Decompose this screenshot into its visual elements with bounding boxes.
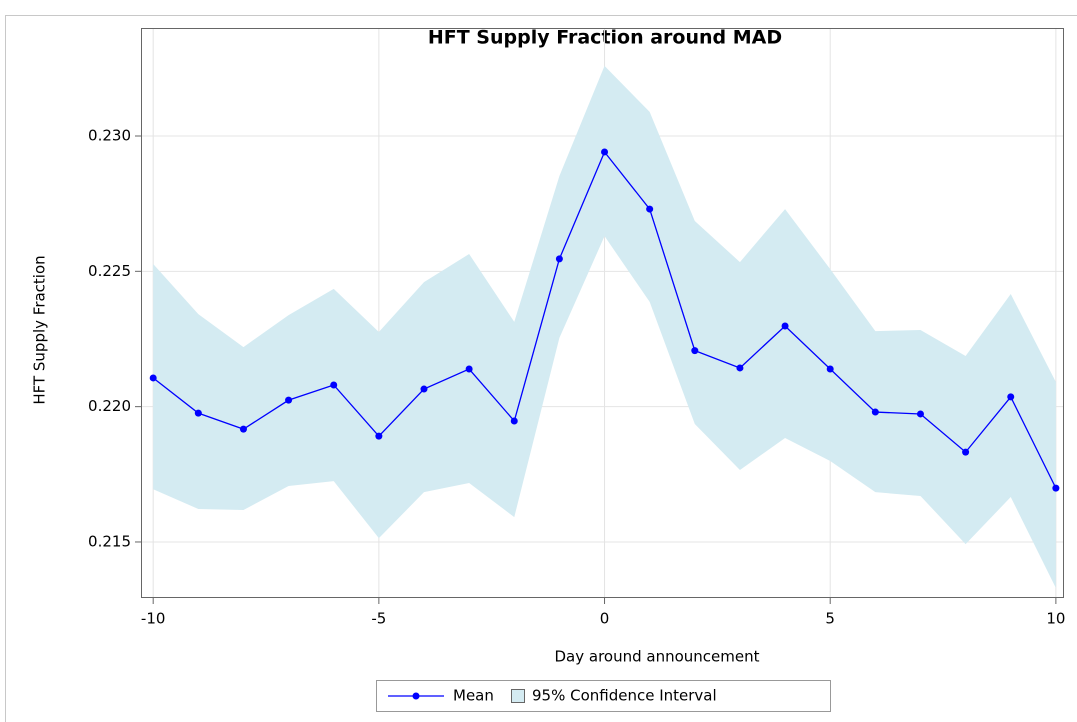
mean-point bbox=[1052, 484, 1060, 492]
mean-point bbox=[375, 432, 383, 440]
y-tick-label: 0.220 bbox=[88, 397, 131, 415]
legend-label: Mean bbox=[453, 687, 494, 705]
mean-point bbox=[826, 365, 834, 373]
legend-label: 95% Confidence Interval bbox=[532, 687, 717, 705]
confidence-band bbox=[153, 65, 1056, 588]
mean-point bbox=[555, 255, 563, 263]
y-tick-label: 0.230 bbox=[88, 126, 131, 144]
mean-point bbox=[736, 364, 744, 372]
mean-point bbox=[871, 408, 879, 416]
x-tick-label: 5 bbox=[825, 610, 835, 628]
x-tick-label: -5 bbox=[371, 610, 386, 628]
y-axis-label: HFT Supply Fraction bbox=[31, 255, 49, 404]
x-axis-label: Day around announcement bbox=[555, 648, 760, 666]
mean-point bbox=[465, 365, 473, 373]
mean-point bbox=[962, 448, 970, 456]
mean-point bbox=[601, 148, 609, 156]
mean-point bbox=[781, 322, 789, 330]
y-tick-label: 0.225 bbox=[88, 262, 131, 280]
mean-point bbox=[420, 385, 428, 393]
mean-point bbox=[646, 205, 654, 213]
x-tick-label: -10 bbox=[141, 610, 166, 628]
y-tick-label: 0.215 bbox=[88, 532, 131, 550]
mean-point bbox=[330, 381, 338, 389]
legend-swatch bbox=[511, 689, 525, 703]
mean-point bbox=[149, 374, 157, 382]
mean-point bbox=[194, 409, 202, 417]
mean-point bbox=[510, 417, 518, 425]
mean-point bbox=[916, 410, 924, 418]
mean-point bbox=[285, 396, 293, 404]
mean-point bbox=[691, 347, 699, 355]
mean-point bbox=[239, 425, 247, 433]
legend-marker bbox=[412, 692, 420, 700]
mean-point bbox=[1007, 393, 1015, 401]
legend-box bbox=[376, 680, 831, 712]
x-tick-label: 10 bbox=[1046, 610, 1065, 628]
plot-frame bbox=[141, 28, 1064, 598]
x-tick-label: 0 bbox=[600, 610, 610, 628]
